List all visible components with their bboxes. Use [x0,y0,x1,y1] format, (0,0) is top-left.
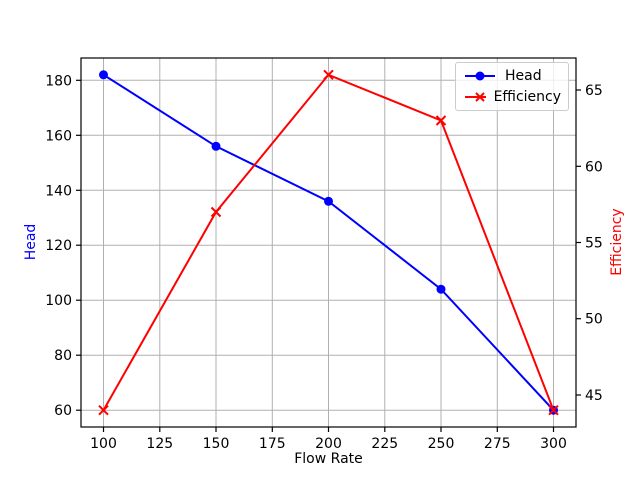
x-tick-label: 200 [315,436,342,452]
left-tick-label: 180 [45,73,72,89]
head-marker-icon [324,196,333,206]
right-tick-label: 65 [585,83,603,99]
head-marker-icon [436,284,446,294]
x-tick-label: 175 [259,436,286,452]
x-tick-label: 250 [428,436,455,452]
legend-entry-head: Head [463,66,561,87]
y-axis-label-left: Head [23,223,39,261]
x-tick-label: 125 [146,436,173,452]
right-tick-label: 50 [585,312,603,328]
right-tick-label: 60 [585,159,603,175]
efficiency-marker-icon [323,69,334,81]
efficiency-marker-icon [435,115,447,126]
legend-label-head: Head [505,68,542,85]
x-axis-ticks: 100 125 150 175 200 225 250 275 300 [90,427,567,452]
right-axis-ticks: 45 50 55 60 65 [576,83,603,404]
legend: Head Efficiency [455,62,569,111]
x-tick-label: 300 [540,436,567,452]
series-efficiency [98,69,559,416]
left-tick-label: 60 [54,403,72,419]
right-tick-label: 55 [585,236,603,252]
efficiency-marker-icon [98,404,109,416]
head-marker-icon [99,70,108,80]
head-sample-marker-icon [475,71,485,81]
efficiency-line-sample-icon [465,92,486,102]
legend-label-efficiency: Efficiency [493,88,561,105]
left-tick-label: 100 [45,293,72,309]
efficiency-sample-marker-icon [475,92,485,102]
head-line-sample-icon [465,71,495,81]
left-axis-ticks: 60 80 100 120 140 160 180 [45,73,81,419]
legend-entry-efficiency: Efficiency [463,87,561,108]
gridlines [81,58,576,427]
x-tick-label: 150 [203,436,230,452]
left-tick-label: 160 [45,128,72,144]
x-tick-label: 225 [371,436,398,452]
head-marker-icon [211,141,221,151]
y-axis-label-right: Efficiency [609,208,625,276]
x-tick-label: 275 [484,436,511,452]
x-axis-label: Flow Rate [294,451,363,467]
efficiency-marker-icon [210,206,222,218]
left-tick-label: 120 [45,238,72,254]
left-tick-label: 80 [54,348,72,364]
right-tick-label: 45 [585,388,603,404]
x-tick-label: 100 [90,436,117,452]
efficiency-marker-icon [548,404,559,416]
left-tick-label: 140 [45,183,72,199]
